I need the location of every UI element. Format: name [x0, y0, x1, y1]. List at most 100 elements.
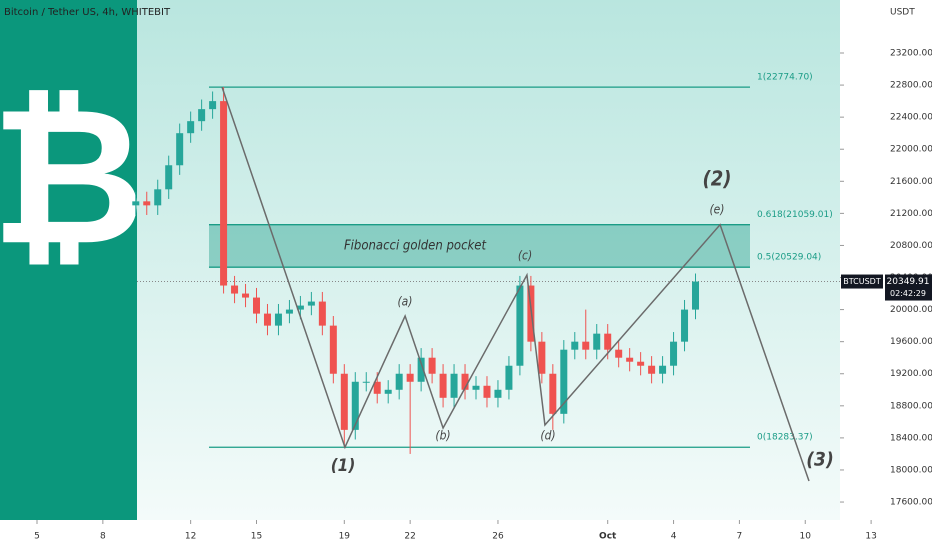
candle-body	[615, 349, 623, 358]
candle-body	[165, 165, 173, 190]
fib-label: 1(22774.70)	[757, 73, 813, 83]
candle-body	[681, 309, 689, 342]
candle-body	[626, 357, 634, 362]
candle-body	[384, 389, 392, 394]
candle-body	[516, 285, 524, 366]
x-tick-label: 19	[339, 532, 351, 542]
x-tick-label: 15	[251, 532, 262, 542]
candle-body	[395, 373, 403, 390]
candle-body	[132, 201, 140, 206]
candle-body	[538, 341, 546, 374]
candle-body	[220, 101, 228, 286]
wave-label: (3)	[806, 449, 834, 471]
x-tick-label: 13	[865, 532, 876, 542]
wave-line	[221, 86, 810, 482]
candle-body	[692, 281, 700, 310]
candle-body	[362, 381, 370, 383]
candle-body	[648, 365, 656, 374]
candle-body	[176, 133, 184, 166]
candle-body	[263, 313, 271, 326]
wave-label: (2)	[703, 167, 732, 191]
wave-label: (a)	[397, 295, 412, 309]
wave-label: (c)	[518, 249, 532, 263]
candle-body	[417, 357, 425, 382]
y-tick-label: 17600.00	[890, 498, 932, 508]
pocket-label: Fibonacci golden pocket	[344, 238, 487, 253]
x-tick-label: 8	[100, 532, 106, 542]
x-tick-label: 5	[34, 532, 40, 542]
candle-body	[340, 373, 348, 430]
candle-body	[483, 385, 491, 398]
candle-body	[187, 121, 195, 134]
candle-body	[242, 293, 250, 298]
x-tick-label: 26	[492, 532, 504, 542]
candle-body	[231, 285, 239, 294]
candle-body	[494, 389, 502, 398]
y-tick-label: 21600.00	[890, 177, 932, 187]
candle-body	[472, 385, 480, 390]
x-tick-label: 7	[737, 532, 743, 542]
y-tick-label: 22800.00	[890, 81, 932, 91]
candle-body	[285, 309, 293, 314]
wave-label: (1)	[331, 456, 356, 476]
candle-body	[604, 333, 612, 350]
candle-body	[571, 341, 579, 350]
y-tick-label: 22400.00	[890, 113, 932, 123]
price-tag	[885, 274, 932, 301]
countdown-label: 02:42:29	[890, 289, 926, 298]
wave-label: (d)	[540, 429, 555, 443]
logo: ₿	[0, 66, 145, 287]
candle-body	[274, 313, 282, 326]
candle-body	[670, 341, 678, 366]
candle-body	[296, 305, 304, 310]
x-tick-label: 12	[185, 532, 196, 542]
candle-body	[439, 373, 447, 398]
candle-body	[307, 301, 315, 306]
y-tick-label: 20000.00	[890, 305, 932, 315]
candle-body	[637, 361, 645, 366]
y-tick-label: 19600.00	[890, 337, 932, 347]
symbol-label: BTCUSDT	[843, 277, 881, 286]
y-tick-label: 23200.00	[890, 49, 932, 59]
price-label: 20349.91	[887, 277, 930, 287]
candle-body	[461, 373, 469, 390]
x-tick-label: 4	[671, 532, 677, 542]
x-tick-label: Oct	[599, 532, 617, 542]
candle-body	[198, 109, 206, 122]
wave-label: (b)	[435, 429, 450, 443]
candle-body	[428, 357, 436, 374]
logo-panel	[0, 0, 137, 520]
candle-body	[143, 201, 151, 206]
golden-pocket	[209, 224, 750, 268]
y-tick-label: 21200.00	[890, 209, 932, 219]
candle-body	[659, 365, 667, 374]
chart-title: Bitcoin / Tether US, 4h, WHITEBIT	[4, 7, 171, 18]
candle-body	[373, 381, 381, 394]
candle-body	[329, 325, 337, 374]
currency: USDT	[890, 8, 915, 18]
y-tick-label: 22000.00	[890, 145, 932, 155]
fib-label: 0(18283.37)	[757, 433, 813, 443]
candle-body	[406, 373, 414, 382]
wave-label: (e)	[709, 203, 724, 217]
candle-body	[582, 341, 590, 350]
candle-body	[253, 297, 261, 314]
candle-body	[549, 373, 557, 414]
y-tick-label: 18000.00	[890, 465, 932, 475]
candle-body	[351, 381, 359, 430]
candle-body	[154, 189, 162, 206]
y-tick-label: 20800.00	[890, 241, 932, 251]
candle-body	[505, 365, 513, 390]
x-tick-label: 22	[404, 532, 415, 542]
y-tick-label: 18800.00	[890, 401, 932, 411]
symbol-tag	[841, 274, 883, 289]
fib-label: 0.5(20529.04)	[757, 253, 821, 263]
candle-body	[593, 333, 601, 350]
candle-body	[209, 101, 217, 110]
candle-body	[450, 373, 458, 398]
y-tick-label: 19200.00	[890, 369, 932, 379]
y-tick-label: 18400.00	[890, 433, 932, 443]
fib-label: 0.618(21059.01)	[757, 210, 833, 220]
x-tick-label: 10	[800, 532, 812, 542]
